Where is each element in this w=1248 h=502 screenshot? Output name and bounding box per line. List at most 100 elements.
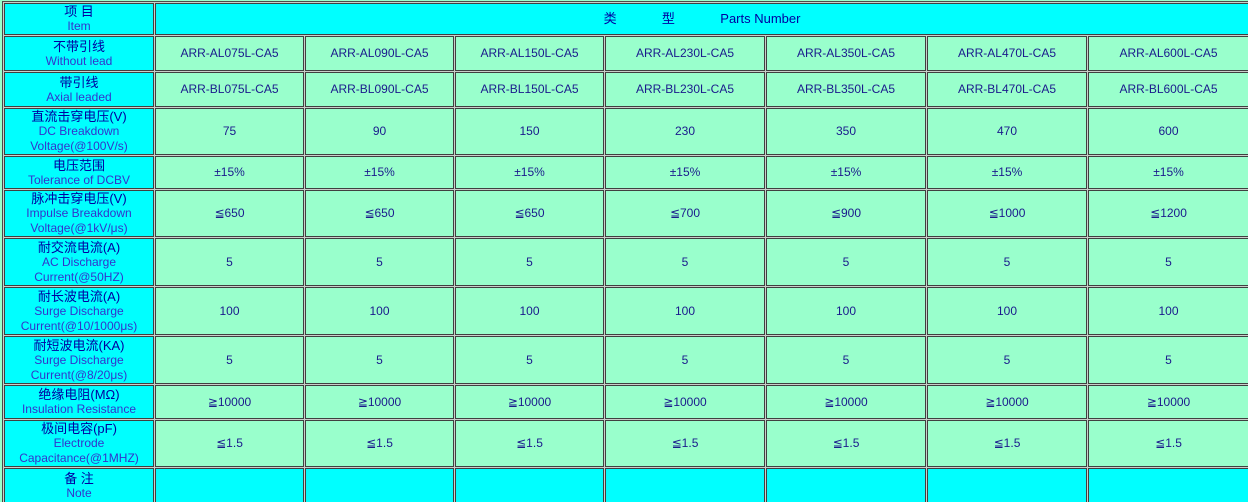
value-cell: 5 — [155, 336, 304, 384]
value-cell: ARR-BL600L-CA5 — [1088, 72, 1248, 107]
value-cell: ≧10000 — [927, 385, 1087, 419]
value-cell: ±15% — [155, 156, 304, 189]
row-label-electrode-capacitance: 极间电容(pF) Electrode Capacitance(@1MHZ) — [4, 420, 154, 467]
value-cell: ARR-AL075L-CA5 — [155, 36, 304, 71]
value-cell: 5 — [766, 336, 926, 384]
row-label-cn: 直流击穿电压(V) — [31, 109, 127, 124]
row-label-en: DC Breakdown Voltage(@100V/s) — [30, 124, 128, 153]
table-header-row: 项 目 Item 类 型 Parts Number — [4, 3, 1248, 35]
row-without-lead: 不带引线 Without lead ARR-AL075L-CA5 ARR-AL0… — [4, 36, 1248, 71]
value-cell: ≦650 — [305, 190, 454, 237]
row-label-cn: 电压范围 — [52, 157, 105, 173]
note-cell — [605, 468, 765, 502]
value-cell: 5 — [605, 336, 765, 384]
value-cell: 100 — [927, 287, 1087, 335]
value-cell: ≧10000 — [305, 385, 454, 419]
value-cell: 5 — [155, 238, 304, 286]
value-cell: ≦1.5 — [927, 420, 1087, 467]
row-label-en: Surge Discharge Current(@10/1000μs) — [20, 303, 138, 333]
row-label-dc-breakdown-voltage: 直流击穿电压(V) DC Breakdown Voltage(@100V/s) — [4, 108, 154, 155]
row-label-cn: 极间电容(pF) — [41, 421, 117, 436]
row-label-cn: 带引线 — [59, 74, 99, 90]
value-cell: 350 — [766, 108, 926, 155]
row-label-en: AC Discharge Current(@50HZ) — [34, 254, 124, 284]
value-cell: ARR-BL075L-CA5 — [155, 72, 304, 107]
row-label-without-lead: 不带引线 Without lead — [4, 36, 154, 71]
row-label-en: Electrode Capacitance(@1MHZ) — [19, 436, 139, 465]
header-item-label-en: Item — [67, 19, 91, 33]
value-cell: ≧10000 — [766, 385, 926, 419]
value-cell: ARR-BL150L-CA5 — [455, 72, 604, 107]
value-cell: 100 — [305, 287, 454, 335]
value-cell: ≦1.5 — [766, 420, 926, 467]
value-cell: 5 — [305, 336, 454, 384]
row-label-en: Axial leaded — [46, 89, 112, 104]
note-cell — [1088, 468, 1248, 502]
row-electrode-capacitance: 极间电容(pF) Electrode Capacitance(@1MHZ) ≦1… — [4, 420, 1248, 467]
value-cell: ARR-BL350L-CA5 — [766, 72, 926, 107]
row-label-cn: 耐长波电流(A) — [37, 288, 121, 304]
value-cell: ≦1.5 — [455, 420, 604, 467]
value-cell: ≦1.5 — [1088, 420, 1248, 467]
value-cell: ARR-AL470L-CA5 — [927, 36, 1087, 71]
note-cell — [766, 468, 926, 502]
row-label-cn: 绝缘电阻(MΩ) — [38, 387, 120, 402]
value-cell: 100 — [455, 287, 604, 335]
value-cell: ≦1200 — [1088, 190, 1248, 237]
note-cell — [305, 468, 454, 502]
value-cell: 5 — [766, 238, 926, 286]
value-cell: ARR-AL230L-CA5 — [605, 36, 765, 71]
value-cell: ARR-BL470L-CA5 — [927, 72, 1087, 107]
value-cell: ARR-AL350L-CA5 — [766, 36, 926, 71]
row-label-cn: 不带引线 — [52, 38, 105, 54]
row-label-cn: 脉冲击穿电压(V) — [31, 191, 127, 206]
header-type-label-cn2: 型 — [661, 11, 675, 26]
value-cell: 600 — [1088, 108, 1248, 155]
value-cell: 100 — [155, 287, 304, 335]
row-label-en: Note — [66, 485, 92, 500]
value-cell: ±15% — [766, 156, 926, 189]
header-item-cell: 项 目 Item — [4, 3, 154, 35]
value-cell: 100 — [605, 287, 765, 335]
header-parts-number-cell: 类 型 Parts Number — [155, 3, 1248, 35]
value-cell: 5 — [1088, 238, 1248, 286]
row-label-en: Tolerance of DCBV — [27, 172, 131, 187]
value-cell: 150 — [455, 108, 604, 155]
value-cell: ±15% — [455, 156, 604, 189]
row-label-insulation-resistance: 绝缘电阻(MΩ) Insulation Resistance — [4, 385, 154, 419]
row-label-ac-discharge-current: 耐交流电流(A) AC Discharge Current(@50HZ) — [4, 238, 154, 286]
value-cell: 5 — [455, 238, 604, 286]
row-label-axial-leaded: 带引线 Axial leaded — [4, 72, 154, 107]
row-note: 备 注 Note — [4, 468, 1248, 502]
row-label-surge-discharge-current-long: 耐长波电流(A) Surge Discharge Current(@10/100… — [4, 287, 154, 335]
value-cell: ≧10000 — [455, 385, 604, 419]
value-cell: ≦1.5 — [305, 420, 454, 467]
row-label-tolerance-of-dcbv: 电压范围 Tolerance of DCBV — [4, 156, 154, 189]
value-cell: 5 — [927, 238, 1087, 286]
row-label-cn: 耐交流电流(A) — [37, 239, 121, 255]
row-label-cn: 耐短波电流(KA) — [33, 337, 125, 353]
value-cell: ≦900 — [766, 190, 926, 237]
value-cell: ARR-BL230L-CA5 — [605, 72, 765, 107]
value-cell: 5 — [927, 336, 1087, 384]
value-cell: 100 — [1088, 287, 1248, 335]
row-label-impulse-breakdown-voltage: 脉冲击穿电压(V) Impulse Breakdown Voltage(@1kV… — [4, 190, 154, 237]
value-cell: 90 — [305, 108, 454, 155]
value-cell: ARR-AL090L-CA5 — [305, 36, 454, 71]
row-surge-discharge-current-long: 耐长波电流(A) Surge Discharge Current(@10/100… — [4, 287, 1248, 335]
row-ac-discharge-current: 耐交流电流(A) AC Discharge Current(@50HZ) 5 5… — [4, 238, 1248, 286]
value-cell: 5 — [455, 336, 604, 384]
value-cell: 100 — [766, 287, 926, 335]
value-cell: ARR-BL090L-CA5 — [305, 72, 454, 107]
value-cell: ≦1.5 — [605, 420, 765, 467]
header-type-label-cn1: 类 — [603, 11, 617, 26]
value-cell: ≧10000 — [155, 385, 304, 419]
value-cell: ≦650 — [155, 190, 304, 237]
value-cell: ≦700 — [605, 190, 765, 237]
header-item-label-cn: 项 目 — [64, 4, 94, 19]
value-cell: 230 — [605, 108, 765, 155]
row-surge-discharge-current-short: 耐短波电流(KA) Surge Discharge Current(@8/20μ… — [4, 336, 1248, 384]
value-cell: 75 — [155, 108, 304, 155]
row-impulse-breakdown-voltage: 脉冲击穿电压(V) Impulse Breakdown Voltage(@1kV… — [4, 190, 1248, 237]
